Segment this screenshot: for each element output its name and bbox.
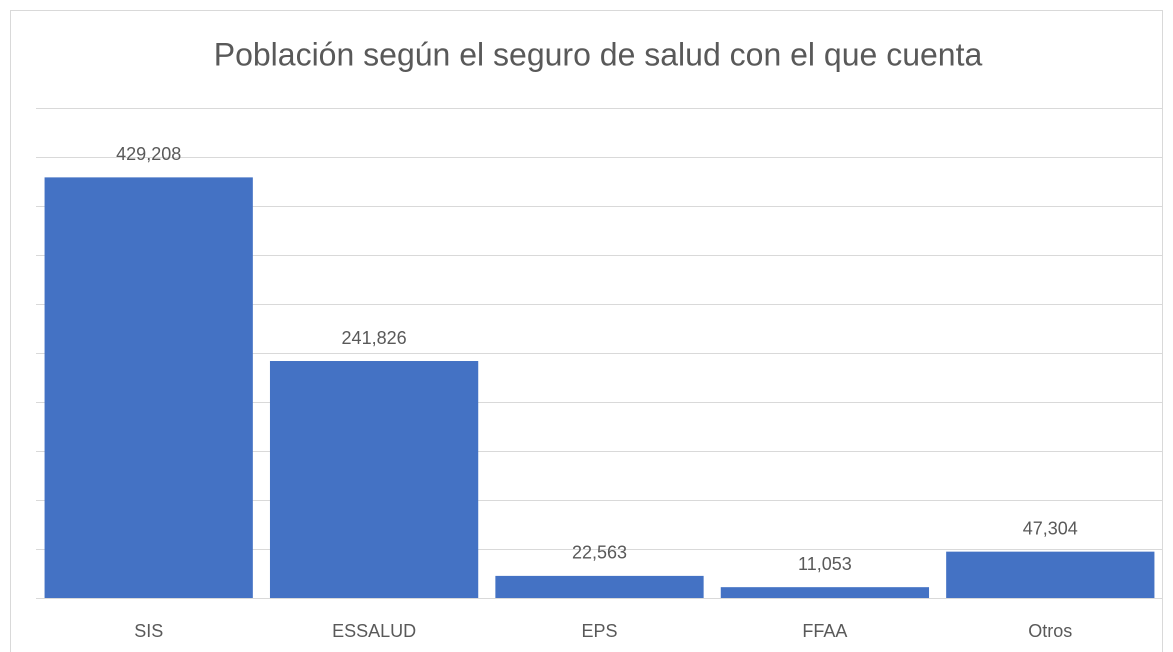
bar (44, 177, 253, 598)
x-tick-label: Otros (1028, 621, 1072, 641)
data-label: 47,304 (1023, 518, 1078, 538)
bar (720, 587, 930, 598)
data-label: 22,563 (572, 543, 627, 563)
x-tick-label: EPS (581, 621, 617, 641)
data-label: 429,208 (116, 144, 181, 164)
bar (269, 361, 479, 598)
x-tick-label: SIS (134, 621, 163, 641)
bar (946, 551, 1155, 598)
x-tick-label: ESSALUD (332, 621, 416, 641)
data-label: 241,826 (342, 328, 407, 348)
data-label: 11,053 (798, 554, 852, 574)
bar (495, 575, 704, 598)
x-tick-label: FFAA (802, 621, 847, 641)
chart-title: Población según el seguro de salud con e… (214, 36, 983, 72)
